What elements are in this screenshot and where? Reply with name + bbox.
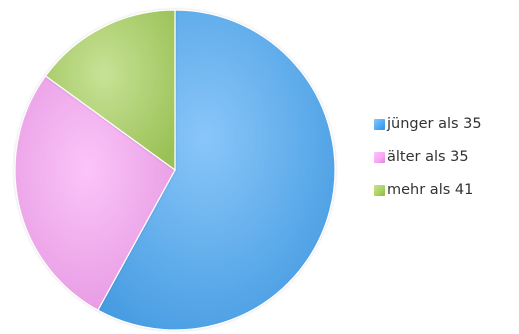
pie-slice-mehr-als-41 — [44, 9, 176, 172]
legend-item-aelter-als-35: älter als 35 — [374, 147, 514, 167]
pie-slices — [14, 9, 336, 331]
legend-swatch-juenger-als-35 — [374, 119, 385, 130]
pie-slice-juenger-als-35 — [97, 9, 336, 331]
pie-slice-aelter-als-35 — [14, 75, 176, 312]
legend-item-mehr-als-41: mehr als 41 — [374, 180, 514, 200]
legend-swatch-mehr-als-41 — [374, 185, 385, 196]
legend-swatch-aelter-als-35 — [374, 152, 385, 163]
legend: jünger als 35 älter als 35 mehr als 41 — [374, 114, 514, 213]
legend-label-mehr-als-41: mehr als 41 — [387, 182, 474, 198]
legend-label-juenger-als-35: jünger als 35 — [387, 116, 482, 132]
legend-item-juenger-als-35: jünger als 35 — [374, 114, 514, 134]
legend-label-aelter-als-35: älter als 35 — [387, 149, 469, 165]
